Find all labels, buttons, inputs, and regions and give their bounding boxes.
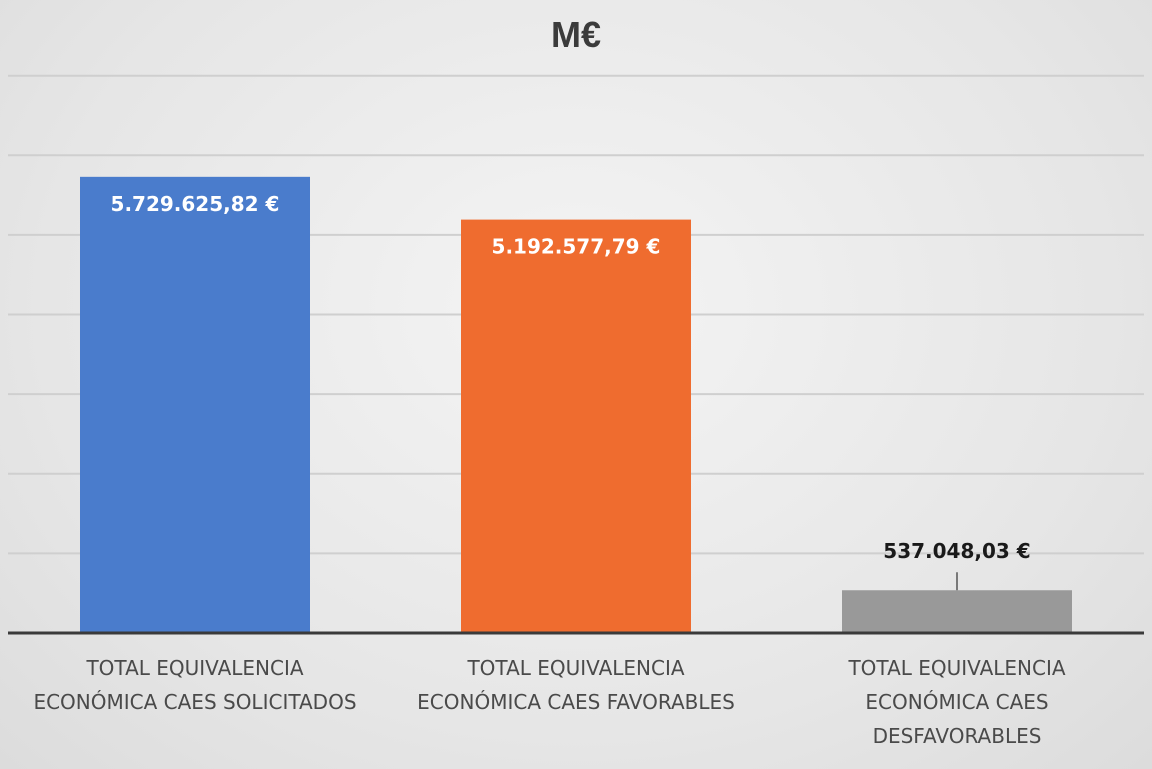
x-tick-label: TOTAL EQUIVALENCIA <box>85 656 303 680</box>
bar <box>842 590 1072 633</box>
x-tick-label: TOTAL EQUIVALENCIA <box>466 656 684 680</box>
x-tick-label: ECONÓMICA CAES SOLICITADOS <box>33 690 356 714</box>
data-label: 537.048,03 € <box>883 539 1030 563</box>
x-tick-label: TOTAL EQUIVALENCIA <box>847 656 1065 680</box>
chart-title: M€ <box>550 14 601 55</box>
data-label: 5.729.625,82 € <box>111 192 280 216</box>
x-tick-label: ECONÓMICA CAES <box>865 690 1048 714</box>
bar <box>461 219 691 633</box>
data-label: 5.192.577,79 € <box>492 235 661 259</box>
x-tick-label: DESFAVORABLES <box>873 724 1042 748</box>
x-tick-label: ECONÓMICA CAES FAVORABLES <box>417 690 735 714</box>
bar <box>80 176 310 634</box>
